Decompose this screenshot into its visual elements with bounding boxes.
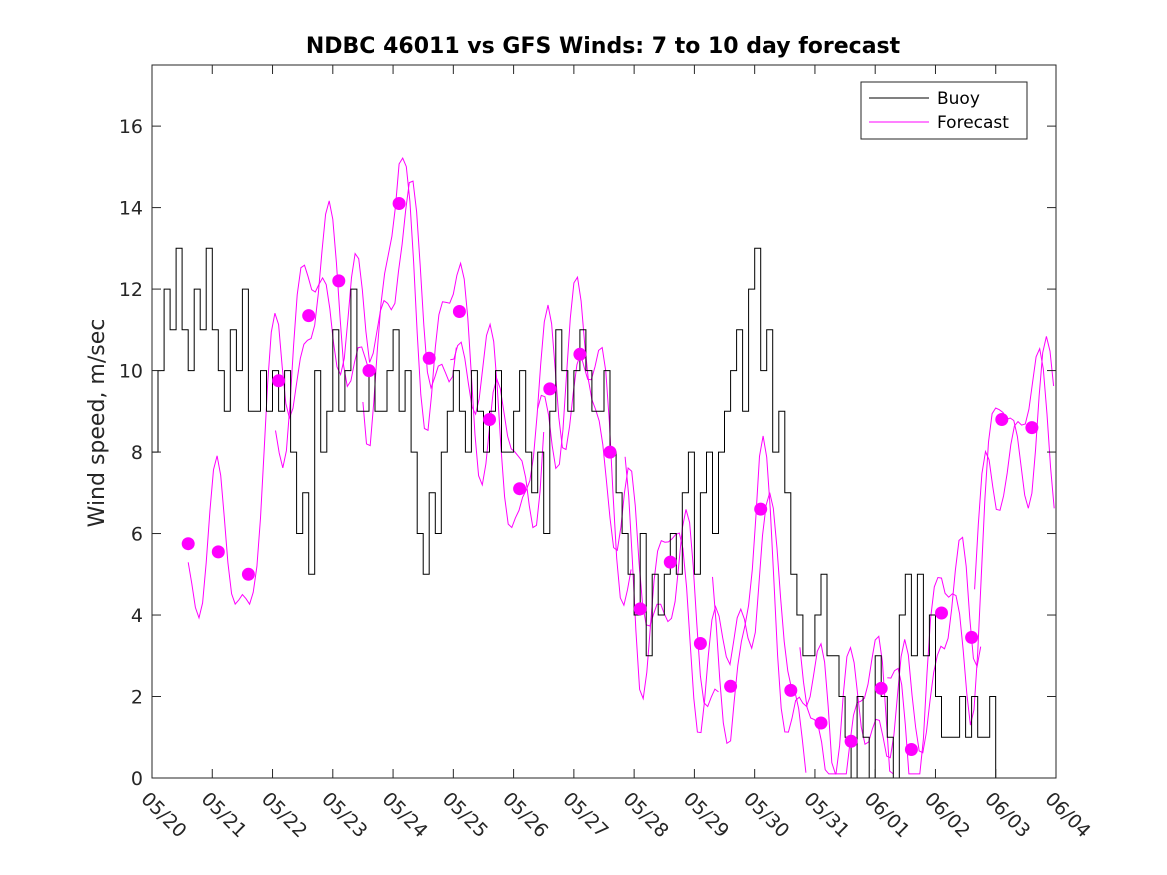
y-tick-label: 8 xyxy=(131,442,143,464)
forecast-point xyxy=(663,555,677,569)
forecast-trace xyxy=(887,336,1055,775)
y-tick-label: 14 xyxy=(119,198,143,220)
forecast-point xyxy=(965,630,979,644)
forecast-point xyxy=(181,537,195,551)
y-tick-label: 12 xyxy=(119,279,143,301)
forecast-point xyxy=(754,502,768,516)
y-tick-label: 4 xyxy=(131,605,143,627)
chart-title: NDBC 46011 vs GFS Winds: 7 to 10 day for… xyxy=(306,34,901,59)
forecast-point xyxy=(362,364,376,378)
y-tick-label: 6 xyxy=(131,524,143,546)
forecast-point xyxy=(935,606,948,620)
forecast-point xyxy=(844,734,858,748)
buoy-line xyxy=(152,247,1020,779)
forecast-point xyxy=(633,602,647,616)
forecast-point xyxy=(904,743,918,756)
forecast-trace xyxy=(187,200,370,620)
forecast-point xyxy=(211,545,225,559)
forecast-point xyxy=(272,374,286,388)
y-tick-label: 0 xyxy=(131,768,143,790)
forecast-point xyxy=(392,197,406,210)
forecast-point xyxy=(332,274,346,288)
forecast-point xyxy=(241,567,255,581)
forecast-point xyxy=(995,413,1009,426)
legend-box xyxy=(860,81,1028,140)
forecast-point xyxy=(784,683,798,697)
forecast-trace xyxy=(537,275,719,708)
plot-area-border xyxy=(151,64,1057,779)
forecast-point xyxy=(302,309,316,323)
y-tick-label: 10 xyxy=(119,361,143,383)
y-axis-label: Wind speed, m/sec xyxy=(85,319,110,528)
forecast-point xyxy=(422,351,436,365)
y-tick-label: 2 xyxy=(131,687,143,709)
legend-label-forecast: Forecast xyxy=(937,113,1009,133)
plot-markers xyxy=(181,197,1039,756)
forecast-point xyxy=(874,681,888,695)
plot-lines xyxy=(152,157,1055,779)
forecast-point xyxy=(452,305,466,318)
forecast-trace xyxy=(974,347,1055,590)
forecast-point xyxy=(693,637,707,650)
forecast-point xyxy=(543,382,557,396)
legend-label-buoy: Buoy xyxy=(937,89,980,109)
y-axis-ticks: 0 2 4 6 8 10 12 14 16 xyxy=(119,116,1056,790)
forecast-trace xyxy=(450,304,632,607)
legend: Buoy Forecast xyxy=(860,81,1028,140)
y-tick-label: 16 xyxy=(119,116,143,138)
forecast-trace xyxy=(799,536,982,775)
forecast-point xyxy=(724,679,738,693)
forecast-point xyxy=(603,445,617,459)
forecast-point xyxy=(513,482,527,496)
forecast-point xyxy=(1025,421,1039,435)
forecast-point xyxy=(483,413,496,426)
forecast-point xyxy=(573,347,587,361)
forecast-point xyxy=(814,716,828,730)
forecast-trace xyxy=(624,456,807,773)
